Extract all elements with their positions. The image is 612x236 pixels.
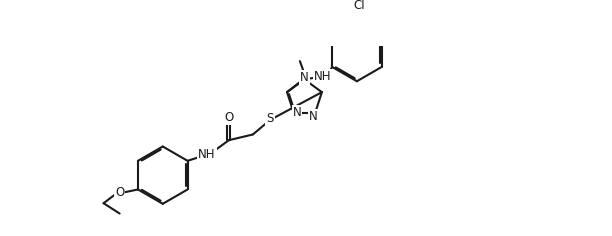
Text: NH: NH: [315, 70, 332, 83]
Text: O: O: [115, 186, 124, 199]
Text: N: N: [293, 106, 302, 119]
Text: S: S: [266, 112, 274, 125]
Text: N: N: [300, 71, 309, 84]
Text: NH: NH: [198, 148, 216, 161]
Text: O: O: [224, 111, 233, 124]
Text: Cl: Cl: [353, 0, 365, 12]
Text: N: N: [308, 110, 317, 122]
